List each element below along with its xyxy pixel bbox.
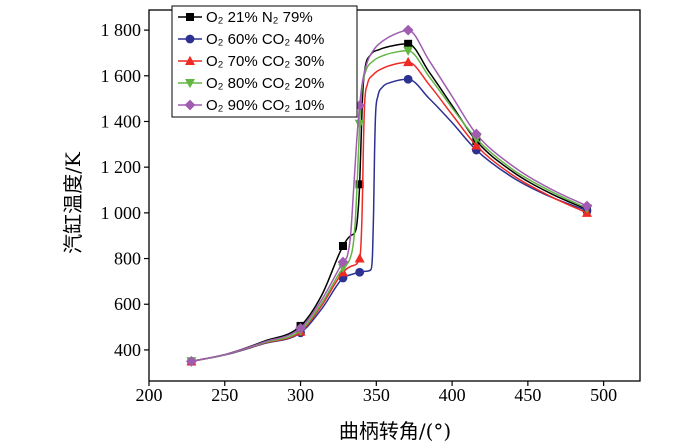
series-5-point bbox=[581, 200, 593, 212]
x-tick-label: 200 bbox=[136, 385, 163, 405]
legend-entry: O₂ 70% CO₂ 30% bbox=[178, 53, 324, 70]
series-2 bbox=[187, 74, 592, 366]
legend-box bbox=[171, 5, 358, 118]
x-tick-label: 450 bbox=[514, 385, 541, 405]
y-tick-label: 1 400 bbox=[101, 111, 142, 131]
y-tick-label: 800 bbox=[114, 249, 141, 269]
series-3-line bbox=[191, 61, 588, 363]
legend-marker bbox=[185, 34, 195, 44]
series-5-point bbox=[337, 256, 349, 268]
series-3-point bbox=[354, 253, 365, 263]
series-2-point bbox=[403, 74, 413, 84]
series-5-point bbox=[295, 322, 306, 334]
x-tick-label: 350 bbox=[363, 385, 390, 405]
series-1-point bbox=[338, 241, 347, 250]
legend: O₂ 21% N₂ 79% O₂ 60% CO₂ 40% O₂ 70% CO₂ 30… bbox=[171, 5, 358, 118]
y-axis-label: 汽缸温度/K bbox=[61, 151, 85, 254]
y-tick-label: 1 200 bbox=[101, 157, 142, 177]
legend-entry: O₂ 60% CO₂ 40% bbox=[178, 31, 324, 48]
series-1-point bbox=[355, 180, 364, 189]
y-axis: 400 600 800 1 000 1 200 1 400 1 600 1 800 bbox=[101, 20, 149, 360]
x-axis: 200 250 300 350 400 450 500 bbox=[136, 381, 617, 405]
legend-label: O₂ 70% CO₂ 30% bbox=[206, 53, 324, 70]
series-2-point bbox=[355, 267, 365, 277]
series-layer bbox=[186, 24, 593, 367]
legend-label: O₂ 90% CO₂ 10% bbox=[206, 97, 324, 114]
y-tick-label: 600 bbox=[114, 294, 141, 314]
x-tick-label: 400 bbox=[439, 385, 466, 405]
x-tick-label: 500 bbox=[590, 385, 617, 405]
series-4-point bbox=[403, 46, 414, 56]
y-tick-label: 1 800 bbox=[101, 20, 142, 40]
plot-frame bbox=[148, 9, 641, 382]
series-5-point bbox=[470, 128, 482, 140]
legend-marker bbox=[184, 99, 196, 111]
series-1-point bbox=[404, 39, 413, 48]
series-3-point bbox=[403, 56, 414, 67]
x-axis-label: 曲柄转角/(°) bbox=[339, 419, 451, 443]
legend-label: O₂ 80% CO₂ 20% bbox=[206, 75, 324, 92]
legend-marker bbox=[185, 55, 195, 65]
series-5-point bbox=[186, 355, 197, 367]
legend-label: O₂ 21% N₂ 79% bbox=[206, 9, 313, 26]
y-tick-label: 1 000 bbox=[101, 203, 142, 223]
x-tick-label: 300 bbox=[287, 385, 314, 405]
series-4-point bbox=[354, 119, 365, 129]
series-5-point bbox=[402, 24, 414, 36]
legend-entry: O₂ 21% N₂ 79% bbox=[178, 9, 313, 26]
legend-marker bbox=[186, 13, 194, 21]
legend-marker bbox=[185, 79, 195, 89]
y-tick-label: 400 bbox=[114, 340, 141, 360]
series-3-point bbox=[471, 140, 482, 150]
legend-entry: O₂ 80% CO₂ 20% bbox=[178, 75, 324, 92]
series-2-line bbox=[191, 78, 588, 363]
legend-entry: O₂ 90% CO₂ 10% bbox=[178, 97, 324, 114]
y-tick-label: 1 600 bbox=[101, 66, 142, 86]
x-tick-label: 250 bbox=[211, 385, 238, 405]
series-5-line bbox=[191, 29, 588, 363]
legend-label: O₂ 60% CO₂ 40% bbox=[206, 31, 324, 48]
